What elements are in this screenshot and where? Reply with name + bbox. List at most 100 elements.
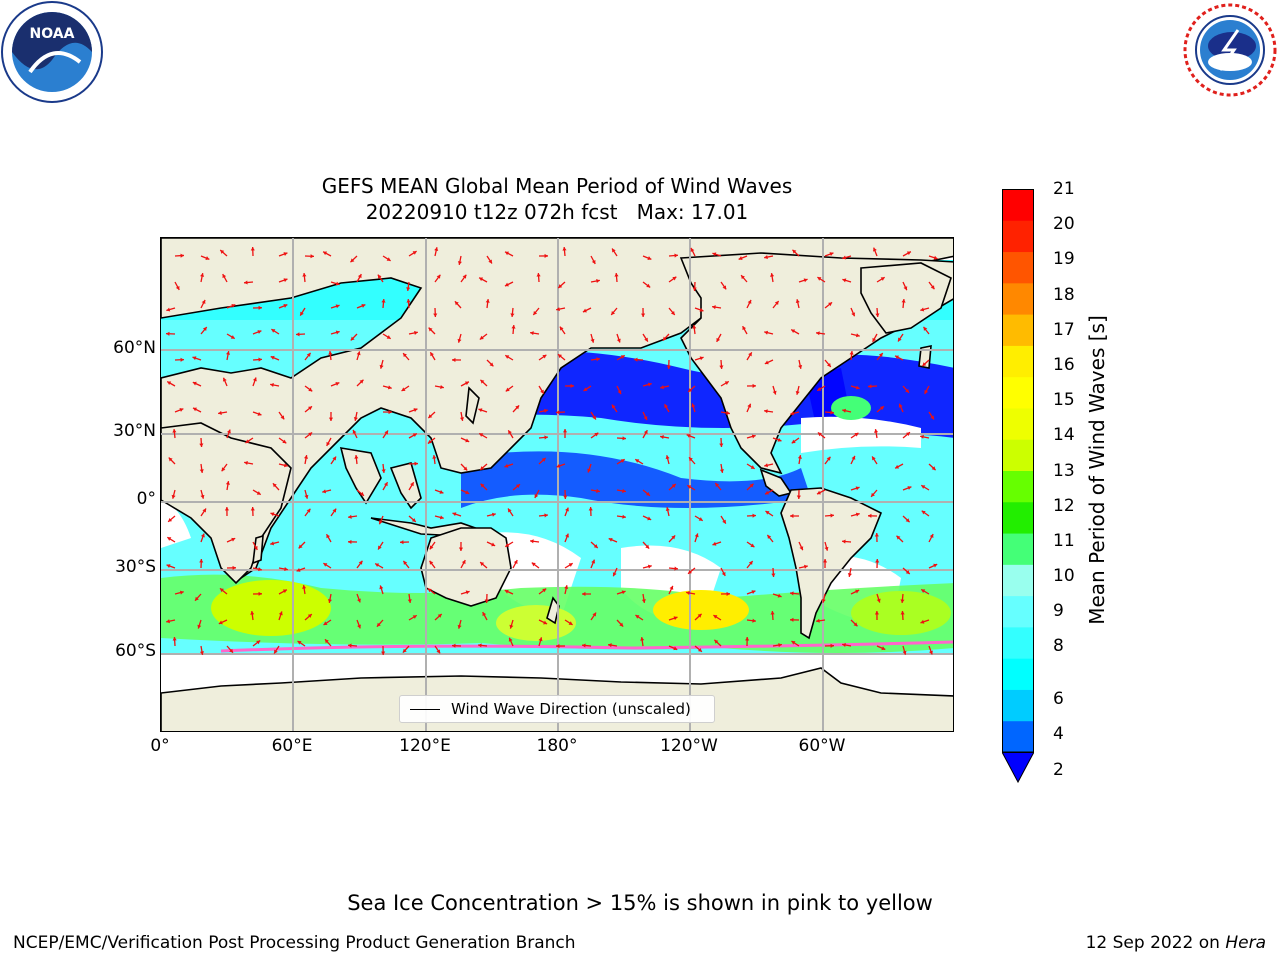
wave-direction-arrowhead bbox=[712, 541, 717, 546]
wave-direction-arrowhead bbox=[920, 307, 925, 312]
wave-direction-arrowhead bbox=[849, 351, 854, 355]
wave-direction-arrowhead bbox=[271, 329, 276, 333]
wave-direction-arrowhead bbox=[647, 382, 652, 387]
wave-direction-arrowhead bbox=[540, 389, 544, 394]
wave-direction-arrowhead bbox=[250, 507, 255, 511]
wave-direction-arrowhead bbox=[414, 330, 418, 335]
wave-direction-arrowhead bbox=[168, 457, 173, 462]
wave-direction-arrowhead bbox=[357, 274, 362, 279]
wave-direction-arrowhead bbox=[504, 282, 509, 287]
wave-direction-arrowhead bbox=[484, 599, 489, 603]
wave-direction-arrowhead bbox=[842, 255, 847, 260]
wave-direction-arrowhead bbox=[482, 612, 487, 617]
wave-direction-arrowhead bbox=[168, 518, 173, 522]
wave-direction-arrowhead bbox=[692, 325, 697, 329]
wave-direction-arrowhead bbox=[283, 303, 288, 308]
wave-direction-arrowhead bbox=[205, 256, 210, 260]
wave-direction-arrowhead bbox=[879, 406, 884, 411]
wave-direction-arrowhead bbox=[381, 651, 386, 655]
wave-direction-arrowhead bbox=[920, 619, 925, 624]
land-madagascar bbox=[252, 534, 264, 565]
land-greenland bbox=[860, 262, 952, 334]
wave-direction-arrowhead bbox=[433, 313, 438, 317]
wave-direction-arrowhead bbox=[413, 408, 418, 413]
wave-direction-arrowhead bbox=[201, 299, 206, 304]
wave-direction-arrowhead bbox=[350, 336, 355, 341]
wave-direction-arrowhead bbox=[250, 611, 255, 615]
colorbar-tick-label: 4 bbox=[1053, 724, 1064, 745]
lat-label-30s: 30°S bbox=[115, 557, 156, 577]
wave-direction-arrowhead bbox=[376, 622, 381, 627]
wave-direction-arrowhead bbox=[230, 335, 235, 339]
wave-direction-arrowhead bbox=[854, 432, 859, 437]
wave-direction-arrowhead bbox=[200, 494, 205, 499]
wave-direction-arrowhead bbox=[324, 639, 329, 644]
noaa-logo: NOAA bbox=[1, 1, 103, 103]
colorbar-tick-label: 21 bbox=[1053, 179, 1075, 199]
field-swell-2 bbox=[653, 590, 749, 630]
wave-direction-arrowhead bbox=[298, 544, 303, 549]
wave-direction-arrowhead bbox=[534, 493, 539, 498]
wave-direction-arrowhead bbox=[895, 355, 900, 360]
wave-direction-arrowhead bbox=[480, 379, 485, 384]
wave-direction-arrowhead bbox=[258, 567, 262, 572]
map-panel bbox=[160, 237, 954, 732]
wave-direction-arrowhead bbox=[284, 566, 288, 572]
wave-direction-arrowhead bbox=[645, 544, 650, 549]
wave-direction-arrowhead bbox=[232, 565, 236, 570]
wave-direction-arrowhead bbox=[378, 545, 382, 550]
wave-direction-arrowhead bbox=[258, 357, 262, 362]
wave-direction-arrowhead bbox=[556, 410, 560, 415]
wave-direction-arrowhead bbox=[924, 389, 929, 394]
wave-direction-arrowhead bbox=[692, 287, 697, 291]
lon-label-120e: 120°E bbox=[399, 736, 451, 756]
legend-label: Wind Wave Direction (unscaled) bbox=[451, 700, 691, 718]
wave-direction-arrowhead bbox=[323, 621, 328, 626]
wave-direction-arrowhead bbox=[777, 593, 782, 598]
wave-direction-arrowhead bbox=[179, 590, 184, 595]
wave-direction-arrowhead bbox=[244, 460, 248, 466]
wave-direction-arrowhead bbox=[308, 387, 313, 392]
wave-direction-arrowhead bbox=[851, 455, 856, 460]
wave-direction-arrowhead bbox=[689, 457, 693, 462]
wave-direction-arrowhead bbox=[439, 515, 444, 520]
svg-text:NOAA: NOAA bbox=[30, 26, 75, 42]
wave-direction-arrowhead bbox=[220, 250, 225, 254]
wave-direction-arrowhead bbox=[591, 559, 596, 564]
wave-direction-arrowhead bbox=[386, 257, 391, 261]
wave-direction-arrowhead bbox=[588, 507, 593, 511]
wave-direction-arrowhead bbox=[348, 539, 352, 544]
wave-direction-arrowhead bbox=[830, 513, 834, 518]
wave-direction-arrowhead bbox=[180, 357, 184, 362]
wave-direction-arrowhead bbox=[379, 364, 384, 369]
wave-direction-arrowhead bbox=[328, 417, 334, 421]
wave-direction-arrowhead bbox=[303, 455, 309, 459]
wave-direction-arrowhead bbox=[764, 255, 768, 260]
wave-direction-arrowhead bbox=[842, 642, 846, 648]
wave-direction-arrowhead bbox=[515, 484, 520, 489]
wave-direction-arrowhead bbox=[641, 599, 646, 603]
wave-direction-arrowhead bbox=[842, 278, 847, 283]
wave-direction-arrowhead bbox=[465, 438, 470, 443]
footer-date: 12 Sep 2022 on Hera bbox=[1086, 933, 1266, 953]
lon-label-120w: 120°W bbox=[660, 736, 718, 756]
wave-direction-arrowhead bbox=[354, 455, 359, 459]
colorbar-bin bbox=[1002, 564, 1034, 597]
wave-direction-arrowhead bbox=[921, 589, 926, 593]
wave-direction-arrowhead bbox=[751, 434, 756, 439]
wave-direction-arrowhead bbox=[674, 566, 678, 571]
wave-direction-arrowhead bbox=[611, 404, 616, 409]
wave-direction-arrowhead bbox=[738, 256, 743, 260]
wave-direction-arrowhead bbox=[258, 591, 262, 596]
wave-direction-arrowhead bbox=[171, 494, 176, 499]
wave-direction-arrowhead bbox=[357, 624, 361, 629]
wave-direction-arrowhead bbox=[192, 407, 197, 412]
wave-direction-arrowhead bbox=[622, 514, 626, 519]
wave-direction-arrowhead bbox=[770, 611, 775, 615]
wave-direction-arrowhead bbox=[565, 507, 569, 512]
colorbar-bin bbox=[1002, 501, 1034, 534]
wave-direction-arrowhead bbox=[621, 590, 626, 595]
wave-direction-arrowhead bbox=[742, 326, 747, 331]
colorbar-tick-label: 13 bbox=[1053, 460, 1075, 481]
wave-direction-arrowhead bbox=[931, 466, 936, 471]
